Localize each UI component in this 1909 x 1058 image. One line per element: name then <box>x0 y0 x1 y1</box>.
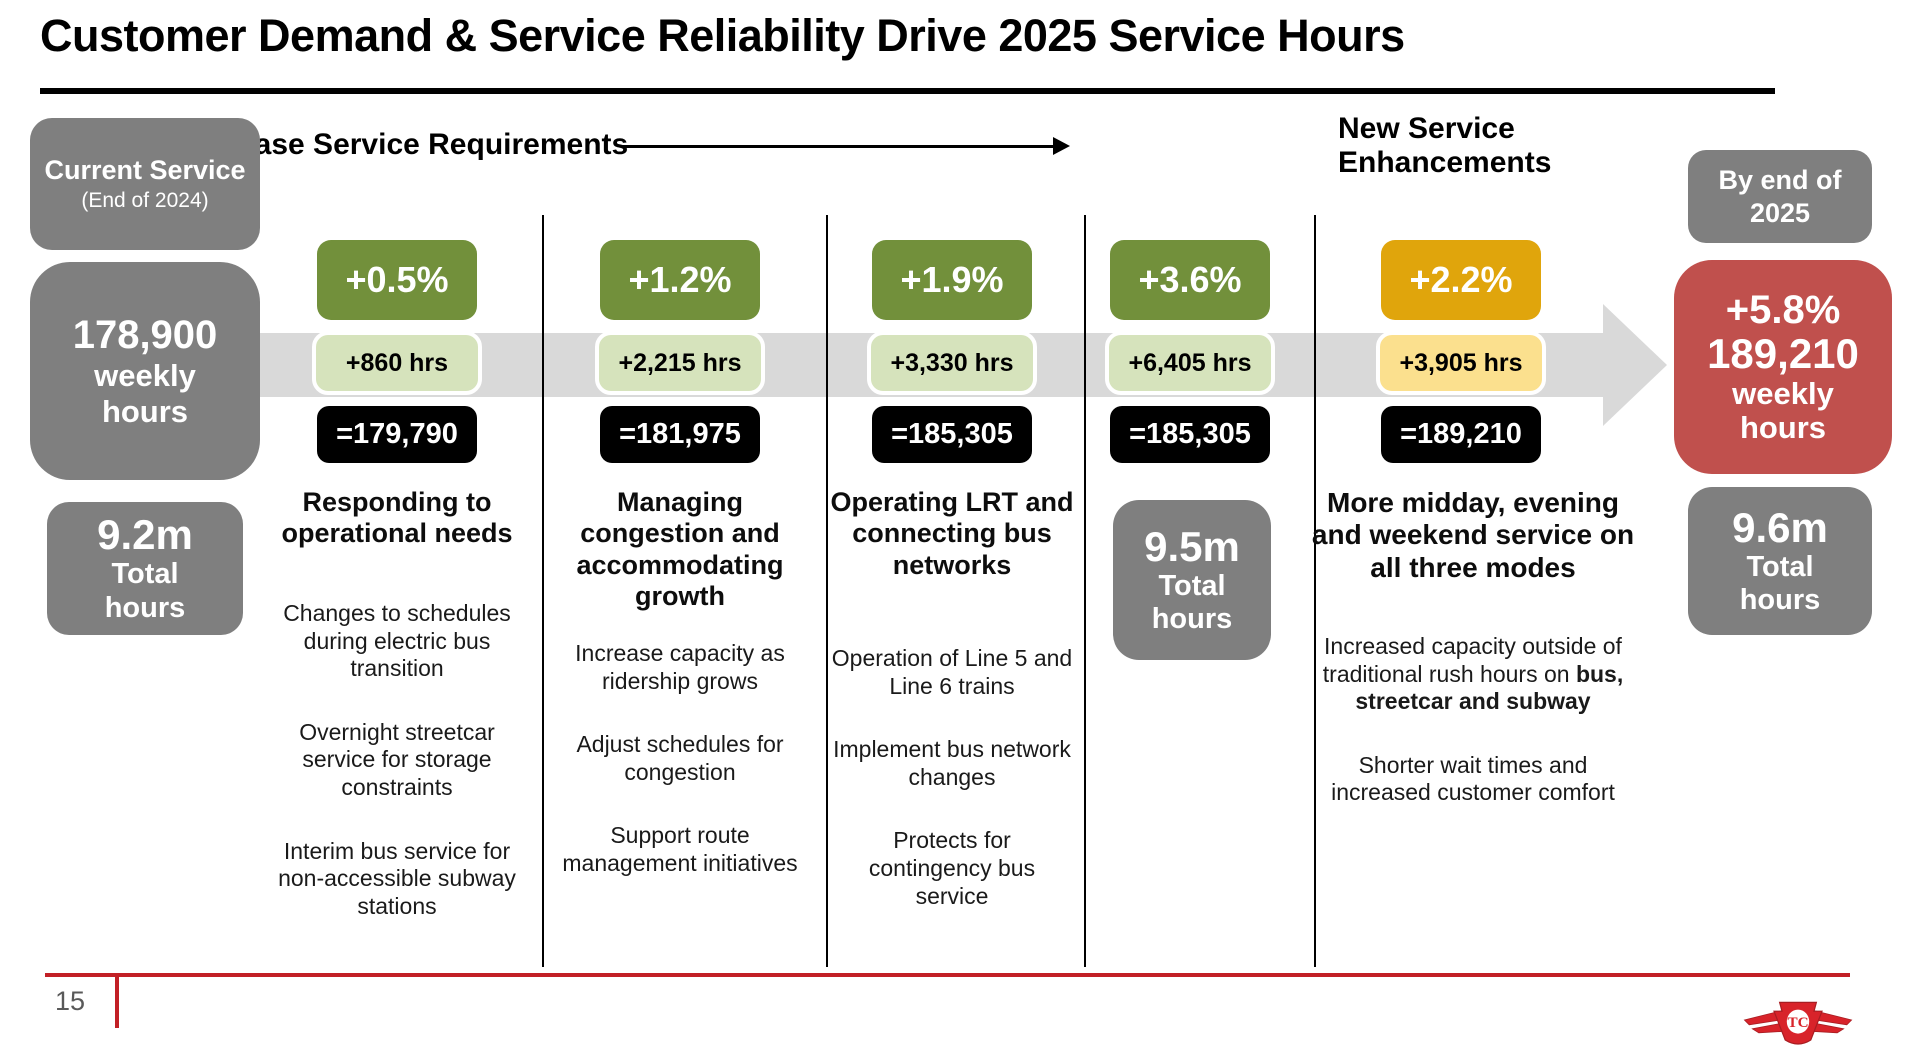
current-weekly-unit-line2: hours <box>101 394 189 429</box>
result-pct: +5.8% <box>1725 287 1841 332</box>
hrs-badge-col3: +3,330 hrs <box>867 331 1037 395</box>
header-arrow-head-icon <box>1053 137 1070 155</box>
current-service-box: Current Service (End of 2024) <box>30 118 260 250</box>
result-unit-line1: weekly <box>1732 376 1834 411</box>
by-end-2025-box: By end of 2025 <box>1688 150 1872 243</box>
bullet-item: Increased capacity outside of traditiona… <box>1311 633 1635 716</box>
bullet-list-col5: Increased capacity outside of traditiona… <box>1311 633 1635 807</box>
bullet-item: Implement bus network changes <box>833 736 1071 790</box>
result-unit-line2: hours <box>1739 410 1827 446</box>
bullet-item: Shorter wait times and increased custome… <box>1331 751 1615 806</box>
bullet-list-col1: Changes to schedules during electric bus… <box>265 600 529 920</box>
pct-badge-col1: +0.5% <box>317 240 477 320</box>
bullet-item: Interim bus service for non-accessible s… <box>278 837 516 919</box>
current-service-sublabel: (End of 2024) <box>81 188 209 212</box>
bullet-item: Changes to schedules during electric bus… <box>283 600 511 682</box>
pct-badge-col4: +3.6% <box>1110 240 1270 320</box>
page-title: Customer Demand & Service Reliability Dr… <box>40 10 1405 61</box>
current-total-hours-value: 9.2m <box>97 511 193 559</box>
hrs-badge-col4: +6,405 hrs <box>1105 331 1275 395</box>
new-service-line1: New Service <box>1338 112 1515 145</box>
title-underline <box>40 88 1775 94</box>
column-heading-col1: Responding to operational needs <box>281 487 513 549</box>
bullet-item: Overnight streetcar service for storage … <box>299 718 495 800</box>
by-end-line2: 2025 <box>1749 197 1811 228</box>
hrs-badge-col5: +3,905 hrs <box>1376 331 1546 395</box>
ttc-logo-icon: TC <box>1743 1001 1853 1045</box>
column-heading-col5: More midday, evening and weekend service… <box>1311 487 1635 583</box>
by-end-line1: By end of <box>1718 165 1842 196</box>
mid-total-unit-line2: hours <box>1151 603 1233 636</box>
running-total-col1: =179,790 <box>317 406 477 463</box>
footer-rule <box>45 973 1850 977</box>
running-total-col5: =189,210 <box>1381 406 1541 463</box>
bullet-item: Protects for contingency bus service <box>868 827 1036 909</box>
bullet-item: Increase capacity as ridership grows <box>575 640 785 694</box>
current-weekly-hours-value: 178,900 <box>72 313 218 358</box>
end-total-hours-value: 9.6m <box>1732 503 1828 551</box>
current-weekly-unit-line1: weekly <box>94 358 196 394</box>
bullet-item: Operation of Line 5 and Line 6 trains <box>831 645 1073 699</box>
new-service-line2: Enhancements <box>1338 145 1552 179</box>
column-divider-3 <box>1084 215 1086 967</box>
hrs-badge-col2: +2,215 hrs <box>595 331 765 395</box>
header-arrow-line <box>623 145 1055 148</box>
column-divider-2 <box>826 215 828 967</box>
running-total-col3: =185,305 <box>872 406 1032 463</box>
mid-total-hours-box: 9.5m Total hours <box>1113 500 1271 660</box>
pct-badge-col5: +2.2% <box>1381 240 1541 320</box>
column-divider-1 <box>542 215 544 967</box>
end-total-unit-line2: hours <box>1739 584 1821 617</box>
bullet-bold-text: bus, streetcar and subway <box>1355 660 1624 715</box>
bullet-text: Increased capacity outside of traditiona… <box>1322 633 1622 687</box>
pct-badge-col3: +1.9% <box>872 240 1032 320</box>
flow-band-arrowhead-icon <box>1603 304 1667 426</box>
current-service-label: Current Service <box>44 155 246 186</box>
current-total-unit-line2: hours <box>104 591 186 624</box>
mid-total-hours-value: 9.5m <box>1144 522 1240 570</box>
bullet-item: Support route management initiatives <box>562 822 798 876</box>
hrs-badge-col1: +860 hrs <box>312 331 482 395</box>
column-heading-col3: Operating LRT and connecting bus network… <box>830 487 1074 580</box>
footer-tick <box>115 973 119 1028</box>
current-total-hours-box: 9.2m Total hours <box>47 502 243 635</box>
column-divider-4 <box>1314 215 1316 967</box>
result-box: +5.8% 189,210 weekly hours <box>1674 260 1892 474</box>
new-service-header: New Service Enhancements <box>1338 112 1551 179</box>
end-total-unit-line1: Total <box>1746 550 1814 583</box>
column-heading-col2: Managing congestion and accommodating gr… <box>576 487 784 611</box>
end-total-hours-box: 9.6m Total hours <box>1688 487 1872 635</box>
current-total-unit-line1: Total <box>111 558 179 591</box>
running-total-col2: =181,975 <box>600 406 760 463</box>
bullet-list-col2: Increase capacity as ridership grows Adj… <box>558 640 802 878</box>
base-service-header: Base Service Requirements <box>233 128 629 161</box>
bullet-list-col3: Operation of Line 5 and Line 6 trains Im… <box>830 645 1074 910</box>
page-number: 15 <box>55 986 86 1016</box>
svg-text:TC: TC <box>1787 1014 1808 1031</box>
bullet-item: Adjust schedules for congestion <box>576 731 784 785</box>
current-weekly-hours-box: 178,900 weekly hours <box>30 262 260 480</box>
pct-badge-col2: +1.2% <box>600 240 760 320</box>
running-total-col4: =185,305 <box>1110 406 1270 463</box>
mid-total-unit-line1: Total <box>1158 569 1226 602</box>
result-value: 189,210 <box>1707 329 1859 377</box>
